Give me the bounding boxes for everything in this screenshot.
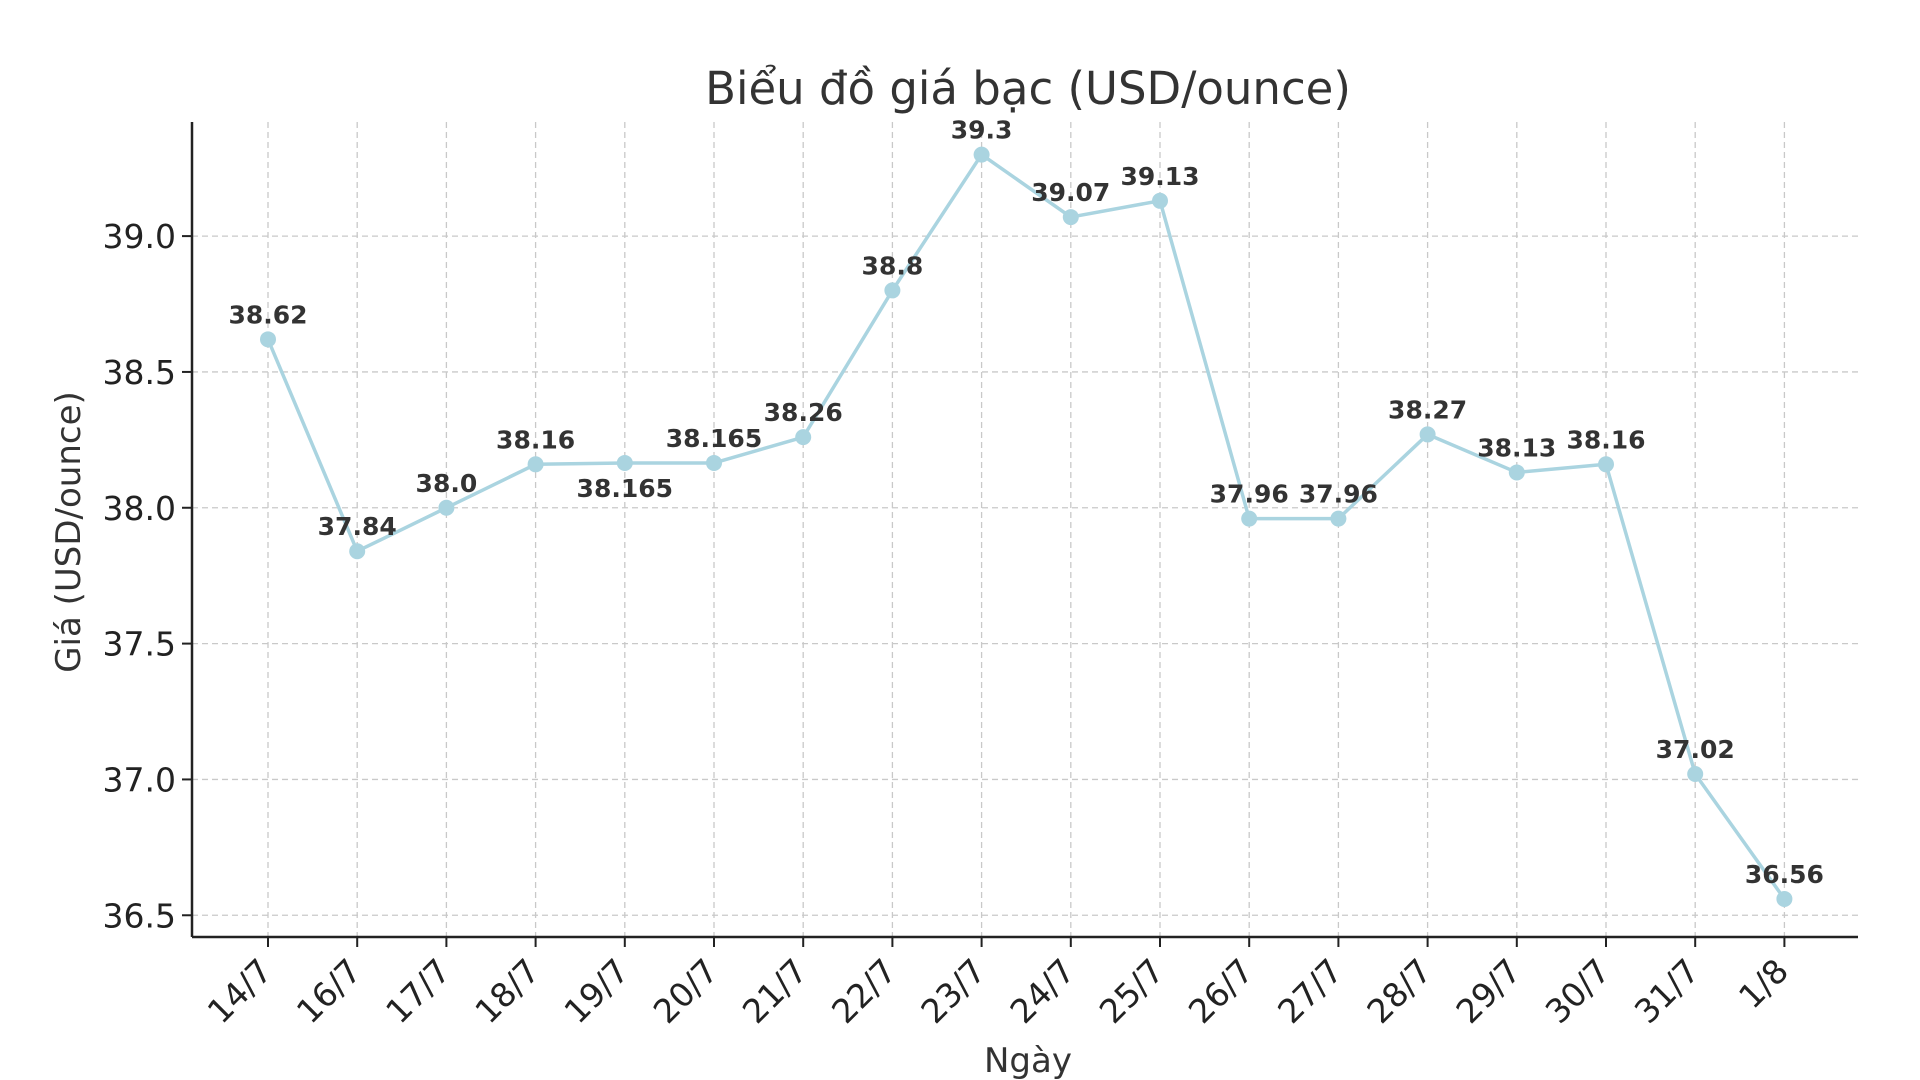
axes bbox=[182, 122, 1858, 947]
data-label: 38.26 bbox=[764, 398, 843, 427]
x-tick-label: 30/7 bbox=[1538, 951, 1618, 1031]
x-tick-label: 22/7 bbox=[824, 951, 904, 1031]
x-tick-label: 20/7 bbox=[646, 951, 726, 1031]
chart-title: Biểu đồ giá bạc (USD/ounce) bbox=[705, 62, 1351, 115]
data-label: 37.96 bbox=[1299, 480, 1378, 509]
data-point bbox=[527, 456, 544, 473]
data-label: 37.02 bbox=[1656, 735, 1735, 764]
data-label: 39.07 bbox=[1031, 178, 1110, 207]
x-tick-label: 19/7 bbox=[556, 951, 636, 1031]
data-label: 38.62 bbox=[228, 300, 307, 329]
data-point bbox=[616, 454, 633, 471]
tick-labels: 36.5 37.0 37.5 38.0 38.5 39.0 14/7 16/7 17/7 18/7… bbox=[103, 217, 1797, 1031]
x-tick-label: 24/7 bbox=[1002, 951, 1082, 1031]
data-label: 38.16 bbox=[1566, 425, 1645, 454]
x-tick-label: 25/7 bbox=[1092, 951, 1172, 1031]
y-tick-label: 36.5 bbox=[103, 896, 176, 935]
data-label: 37.96 bbox=[1210, 480, 1289, 509]
data-label: 38.13 bbox=[1477, 433, 1556, 462]
data-label: 38.27 bbox=[1388, 395, 1467, 424]
y-tick-label: 39.0 bbox=[103, 217, 176, 256]
x-tick-label: 14/7 bbox=[200, 951, 280, 1031]
data-point bbox=[1152, 192, 1168, 209]
x-tick-label: 29/7 bbox=[1448, 951, 1528, 1031]
data-label: 38.165 bbox=[666, 424, 762, 453]
x-tick-label: 16/7 bbox=[289, 951, 369, 1031]
data-label: 36.56 bbox=[1745, 860, 1824, 889]
data-point bbox=[884, 282, 901, 299]
data-point bbox=[1598, 456, 1614, 473]
series-line bbox=[260, 146, 1793, 907]
x-tick-label: 18/7 bbox=[467, 951, 547, 1031]
data-point bbox=[260, 331, 276, 348]
data-point bbox=[1419, 426, 1436, 443]
data-label: 38.8 bbox=[862, 251, 924, 280]
y-tick-label: 37.0 bbox=[103, 760, 176, 799]
data-point bbox=[1241, 510, 1258, 527]
x-tick-label: 26/7 bbox=[1181, 951, 1261, 1031]
y-axis-label: Giá (USD/ounce) bbox=[49, 391, 89, 673]
x-tick-label: 1/8 bbox=[1731, 951, 1796, 1016]
data-label: 38.0 bbox=[416, 469, 478, 498]
data-label: 37.84 bbox=[318, 512, 397, 541]
grid bbox=[192, 122, 1858, 937]
data-point bbox=[438, 499, 455, 516]
data-point bbox=[1776, 890, 1793, 907]
x-tick-label: 23/7 bbox=[913, 951, 993, 1031]
data-label: 39.13 bbox=[1120, 162, 1199, 191]
x-tick-label: 31/7 bbox=[1627, 951, 1707, 1031]
y-tick-label: 38.5 bbox=[103, 353, 176, 392]
data-point bbox=[973, 146, 990, 163]
data-point bbox=[1330, 510, 1347, 527]
x-tick-label: 17/7 bbox=[378, 951, 458, 1031]
data-point bbox=[795, 429, 812, 446]
x-axis-label: Ngày bbox=[984, 1041, 1072, 1080]
data-label: 38.165 bbox=[577, 474, 673, 503]
y-tick-label: 38.0 bbox=[103, 489, 176, 528]
y-tick-label: 37.5 bbox=[103, 625, 176, 664]
data-point bbox=[349, 543, 366, 560]
data-labels: 38.6237.8438.038.1638.16538.16538.2638.8… bbox=[228, 116, 1823, 889]
data-label: 38.16 bbox=[496, 425, 575, 454]
x-tick-label: 28/7 bbox=[1359, 951, 1439, 1031]
data-point bbox=[706, 454, 722, 471]
data-point bbox=[1508, 464, 1525, 481]
x-tick-label: 21/7 bbox=[735, 951, 815, 1031]
x-tick-label: 27/7 bbox=[1270, 951, 1350, 1031]
data-point bbox=[1062, 209, 1079, 226]
data-point bbox=[1687, 766, 1704, 782]
data-label: 39.3 bbox=[951, 116, 1013, 145]
series-line-path bbox=[266, 152, 1787, 901]
